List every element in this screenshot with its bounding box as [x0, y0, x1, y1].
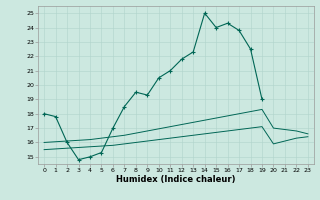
X-axis label: Humidex (Indice chaleur): Humidex (Indice chaleur): [116, 175, 236, 184]
